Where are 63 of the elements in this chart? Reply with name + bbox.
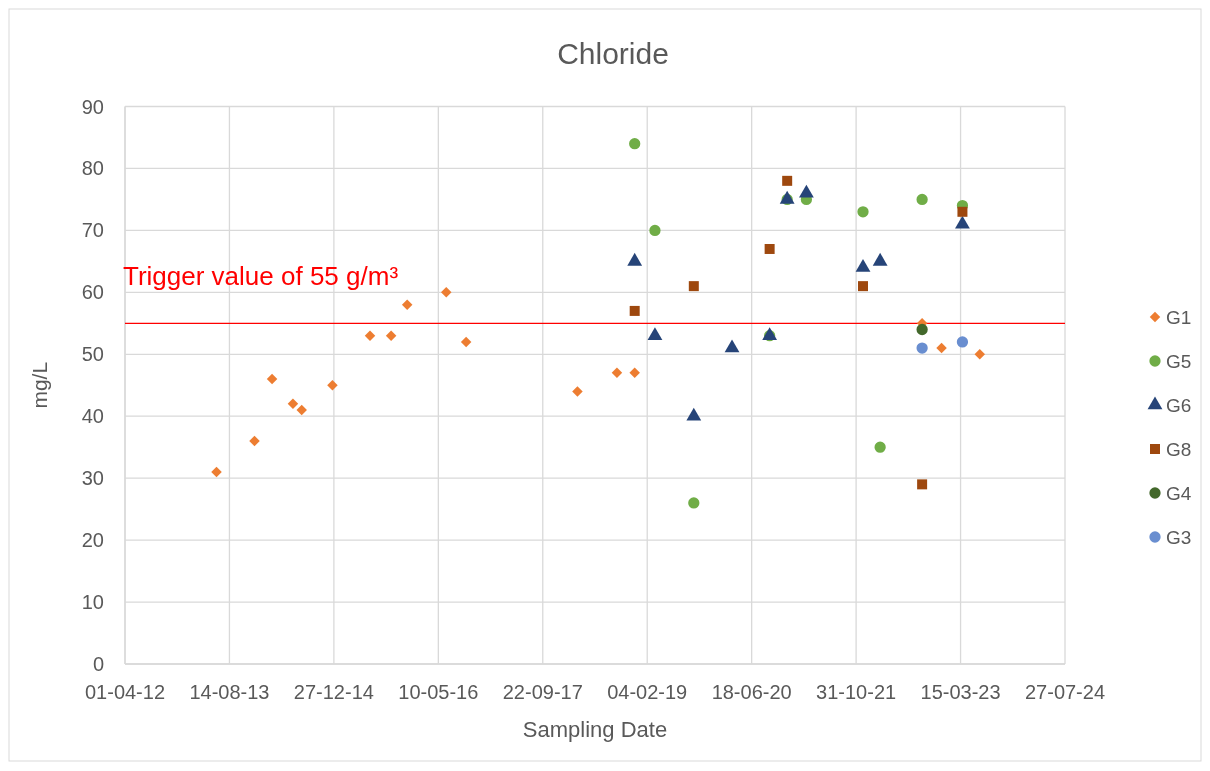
x-tick-label: 22-09-17 [502, 681, 583, 703]
point [917, 479, 928, 490]
point [916, 342, 928, 354]
legend-label: G1 [1166, 306, 1192, 328]
x-axis-title: Sampling Date [522, 717, 668, 742]
x-tick-label: 04-02-19 [607, 681, 688, 703]
x-tick-label: 10-05-16 [398, 681, 479, 703]
point [974, 349, 986, 360]
point [460, 336, 472, 348]
point [629, 305, 640, 316]
y-tick-label: 10 [81, 591, 104, 614]
y-tick-label: 50 [81, 343, 104, 366]
y-tick-label: 20 [81, 529, 104, 552]
y-tick-label: 90 [81, 95, 104, 118]
y-tick-label: 0 [92, 653, 104, 675]
point [441, 287, 452, 298]
x-tick-label: 01-04-12 [84, 681, 166, 703]
point [916, 193, 928, 206]
legend-label: G4 [1166, 482, 1192, 504]
legend-label: G8 [1166, 438, 1192, 460]
point [936, 342, 947, 354]
point [649, 224, 661, 237]
x-tick-label: 31-10-21 [816, 681, 897, 703]
point [916, 323, 928, 336]
point [287, 398, 299, 410]
point [629, 138, 641, 150]
point [764, 243, 775, 254]
y-tick-label: 30 [81, 467, 104, 490]
point [782, 175, 793, 186]
point [688, 497, 700, 509]
legend-label: G3 [1166, 526, 1192, 548]
legend-label: G6 [1166, 394, 1192, 416]
point [385, 330, 397, 341]
point [956, 336, 969, 348]
x-tick-label: 27-07-24 [1024, 681, 1106, 703]
x-tick-label: 14-08-13 [189, 681, 270, 703]
point [957, 206, 968, 217]
point [855, 259, 871, 272]
y-tick-label: 80 [81, 157, 104, 180]
point [266, 373, 278, 385]
point [249, 435, 260, 447]
point [211, 466, 222, 478]
x-tick-label: 15-03-23 [920, 681, 1001, 703]
point [364, 330, 376, 341]
y-tick-label: 70 [81, 219, 104, 242]
point [401, 299, 413, 310]
x-tick-label: 27-12-14 [293, 681, 374, 703]
ref-line-label: Trigger value of 55 g/m³ [123, 261, 399, 292]
y-axis-title: mg/L [28, 361, 51, 409]
point [327, 380, 338, 391]
point [858, 281, 868, 292]
chart-title: Chloride [557, 37, 669, 70]
y-tick-label: 40 [81, 405, 104, 428]
point [874, 441, 886, 453]
point [611, 367, 623, 379]
legend-label: G5 [1166, 350, 1192, 372]
point [572, 386, 583, 397]
point [857, 206, 869, 218]
point [629, 367, 640, 379]
point [296, 404, 307, 416]
point [688, 281, 699, 292]
y-tick-label: 60 [81, 281, 104, 304]
x-tick-label: 18-06-20 [711, 681, 792, 703]
